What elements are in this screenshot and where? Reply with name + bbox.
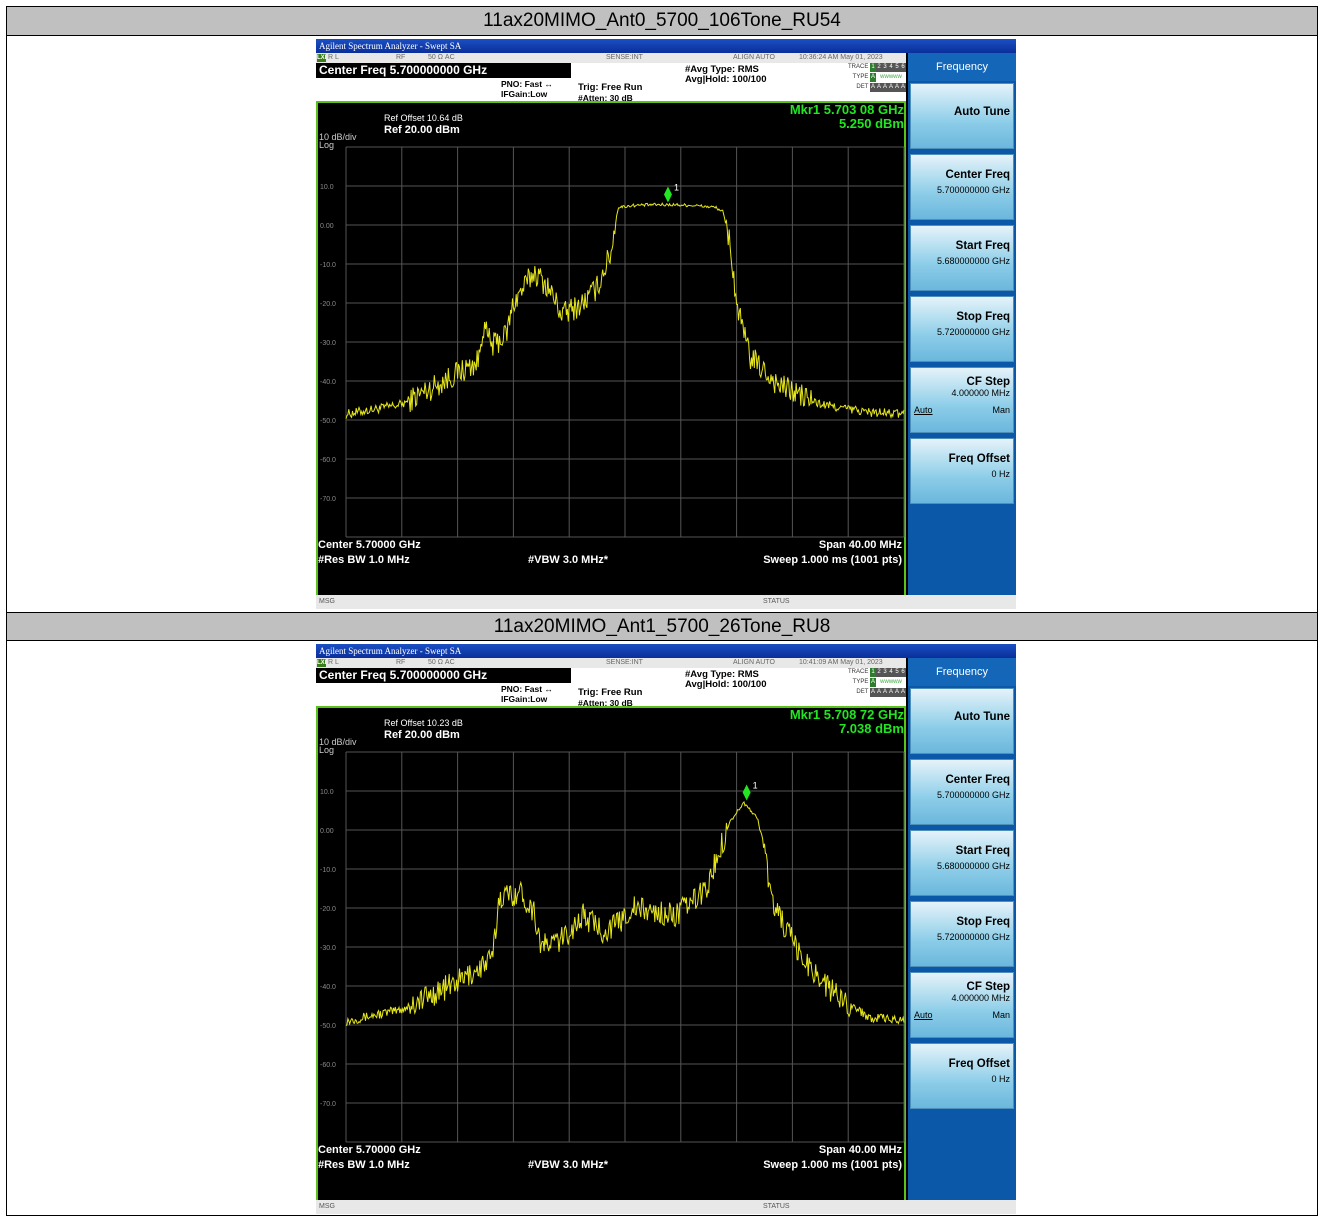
center-freq-button[interactable]: Center Freq 5.700000000 GHz: [910, 759, 1014, 825]
ref-level: Ref 20.00 dBm: [384, 124, 460, 136]
status-bar: LXI R L RF 50 Ω AC SENSE:INT ALIGN AUTO …: [316, 53, 906, 63]
screenshot-cell: Agilent Spectrum Analyzer - Swept SA LXI…: [7, 641, 1317, 1215]
y-tick-label: -30.0: [320, 945, 336, 952]
plot-area: Ref Offset 10.64 dB Ref 20.00 dBm 10 dB/…: [316, 101, 906, 605]
sweep-label: Sweep 1.000 ms (1001 pts): [763, 554, 902, 566]
y-tick-label: -40.0: [320, 984, 336, 991]
y-tick-label: -30.0: [320, 340, 336, 347]
spectrum-graph: 10.0 0.00 -10.0 -20.0 -30.0 -40.0 -50.0 -60.0 -7…: [320, 146, 905, 538]
pno-label: PNO: Fast ↔: [501, 684, 553, 694]
spectrum-analyzer-window: Agilent Spectrum Analyzer - Swept SA LXI…: [316, 39, 1016, 609]
spectrum-trace: [345, 202, 905, 419]
screenshot-cell: Agilent Spectrum Analyzer - Swept SA LXI…: [7, 36, 1317, 612]
y-tick-label: -20.0: [320, 906, 336, 913]
softkey-panel: Frequency Auto Tune Center Freq 5.7000000…: [908, 658, 1016, 1200]
center-freq-button[interactable]: Center Freq 5.700000000 GHz: [910, 154, 1014, 220]
start-freq-button[interactable]: Start Freq 5.680000000 GHz: [910, 225, 1014, 291]
auto-tune-button[interactable]: Auto Tune: [910, 83, 1014, 149]
cf-step-button[interactable]: CF Step 4.000000 MHz Auto Man: [910, 972, 1014, 1038]
sweep-label: Sweep 1.000 ms (1001 pts): [763, 1159, 902, 1171]
log-label: Log: [319, 140, 335, 150]
y-tick-label: -50.0: [320, 418, 336, 425]
softkey-panel: Frequency Auto Tune Center Freq 5.7000000…: [908, 53, 1016, 595]
status-bar: LXI R L RF 50 Ω AC SENSE:INT ALIGN AUTO …: [316, 658, 906, 668]
window-title: Agilent Spectrum Analyzer - Swept SA: [316, 39, 1016, 53]
trigger-label: Trig: Free Run: [578, 82, 643, 93]
pno-label: PNO: Fast ↔: [501, 79, 553, 89]
y-tick-label: -10.0: [320, 262, 336, 269]
avg-type-label: #Avg Type: RMS: [685, 669, 759, 680]
marker-diamond: [663, 186, 672, 203]
vbw-label: #VBW 3.0 MHz*: [528, 1159, 609, 1171]
marker-number: 1: [674, 183, 679, 193]
atten-label: #Atten: 30 dB: [578, 698, 633, 708]
cf-step-button[interactable]: CF Step 4.000000 MHz Auto Man: [910, 367, 1014, 433]
y-tick-label: 0.00: [320, 828, 334, 835]
stop-freq-button[interactable]: Stop Freq 5.720000000 GHz: [910, 296, 1014, 362]
center-label: Center 5.70000 GHz: [318, 1144, 421, 1156]
panel-title: 11ax20MIMO_Ant1_5700_26Tone_RU8: [7, 612, 1317, 641]
avg-hold-label: Avg|Hold: 100/100: [685, 679, 767, 690]
y-tick-label: -40.0: [320, 379, 336, 386]
ifgain-label: IFGain:Low: [501, 694, 548, 704]
ref-offset: Ref Offset 10.23 dB: [384, 718, 463, 728]
avg-type-label: #Avg Type: RMS: [685, 64, 759, 75]
vbw-label: #VBW 3.0 MHz*: [528, 554, 609, 566]
softkey-header: Frequency: [908, 53, 1016, 81]
avg-hold-label: Avg|Hold: 100/100: [685, 74, 767, 85]
marker-amplitude: 5.250 dBm: [838, 116, 904, 131]
marker-diamond: [742, 784, 751, 801]
span-label: Span 40.00 MHz: [818, 1144, 902, 1156]
stop-freq-button[interactable]: Stop Freq 5.720000000 GHz: [910, 901, 1014, 967]
y-tick-label: -60.0: [320, 1062, 336, 1069]
marker-frequency: Mkr1 5.708 72 GHz: [789, 707, 904, 722]
trigger-label: Trig: Free Run: [578, 687, 643, 698]
marker-number: 1: [753, 781, 758, 791]
info-bar: Center Freq 5.700000000 GHz PNO: Fast ↔ …: [316, 668, 906, 708]
center-freq-label: Center Freq 5.700000000 GHz: [316, 668, 571, 683]
scale-label: 10 dB/div: [319, 132, 357, 142]
y-tick-label: -70.0: [320, 496, 336, 503]
ifgain-label: IFGain:Low: [501, 89, 548, 99]
info-bar: Center Freq 5.700000000 GHz PNO: Fast ↔ …: [316, 63, 906, 103]
freq-offset-button[interactable]: Freq Offset 0 Hz: [910, 438, 1014, 504]
center-freq-label: Center Freq 5.700000000 GHz: [316, 63, 571, 78]
ref-level: Ref 20.00 dBm: [384, 729, 460, 741]
rbw-label: #Res BW 1.0 MHz: [318, 554, 410, 566]
y-tick-label: 10.0: [320, 789, 334, 796]
window-title: Agilent Spectrum Analyzer - Swept SA: [316, 644, 1016, 658]
y-tick-label: -70.0: [320, 1101, 336, 1108]
log-label: Log: [319, 745, 335, 755]
message-bar: MSG STATUS: [316, 595, 1016, 609]
freq-offset-button[interactable]: Freq Offset 0 Hz: [910, 1043, 1014, 1109]
spectrum-graph: 10.0 0.00 -10.0 -20.0 -30.0 -40.0 -50.0 -60.0 -7…: [320, 751, 905, 1143]
y-tick-label: -50.0: [320, 1023, 336, 1030]
panel-title: 11ax20MIMO_Ant0_5700_106Tone_RU54: [7, 7, 1317, 36]
rbw-label: #Res BW 1.0 MHz: [318, 1159, 410, 1171]
span-label: Span 40.00 MHz: [818, 539, 902, 551]
y-tick-label: -60.0: [320, 457, 336, 464]
spectrum-analyzer-window: Agilent Spectrum Analyzer - Swept SA LXI…: [316, 644, 1016, 1214]
marker-amplitude: 7.038 dBm: [838, 721, 904, 736]
plot-area: Ref Offset 10.23 dB Ref 20.00 dBm 10 dB/…: [316, 706, 906, 1210]
y-tick-label: 10.0: [320, 184, 334, 191]
scale-label: 10 dB/div: [319, 737, 357, 747]
softkey-header: Frequency: [908, 658, 1016, 686]
atten-label: #Atten: 30 dB: [578, 93, 633, 103]
start-freq-button[interactable]: Start Freq 5.680000000 GHz: [910, 830, 1014, 896]
y-tick-label: -20.0: [320, 301, 336, 308]
marker-frequency: Mkr1 5.703 08 GHz: [789, 102, 904, 117]
auto-tune-button[interactable]: Auto Tune: [910, 688, 1014, 754]
document-table: 11ax20MIMO_Ant0_5700_106Tone_RU54 Agilen…: [6, 6, 1318, 1216]
lxi-icon: LXI: [317, 659, 327, 667]
y-tick-label: -10.0: [320, 867, 336, 874]
ref-offset: Ref Offset 10.64 dB: [384, 113, 463, 123]
spectrum-trace: [345, 801, 905, 1027]
message-bar: MSG STATUS: [316, 1200, 1016, 1214]
y-tick-label: 0.00: [320, 223, 334, 230]
lxi-icon: LXI: [317, 54, 327, 62]
center-label: Center 5.70000 GHz: [318, 539, 421, 551]
